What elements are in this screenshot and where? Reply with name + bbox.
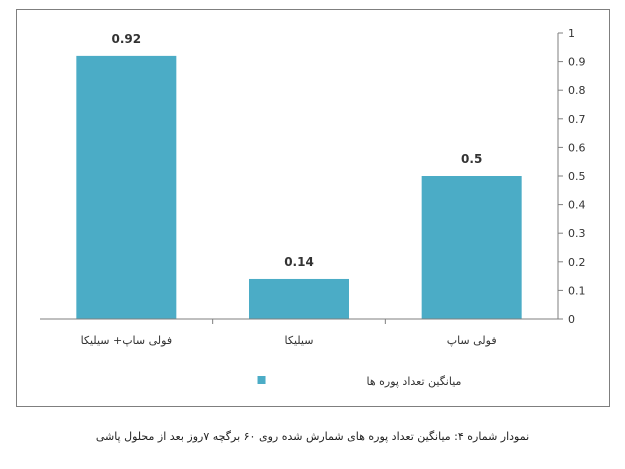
y-tick-label-10: 1 bbox=[568, 27, 575, 40]
y-tick-label-9: 0.9 bbox=[568, 56, 586, 69]
y-tick-label-1: 0.1 bbox=[568, 284, 586, 297]
y-tick-label-6: 0.6 bbox=[568, 141, 586, 154]
legend-label: میانگین تعداد پوره ها bbox=[366, 375, 461, 388]
bar-2 bbox=[421, 176, 522, 319]
y-tick-label-5: 0.5 bbox=[568, 170, 586, 183]
category-label-1: سیلیکا bbox=[285, 334, 314, 347]
legend-swatch bbox=[257, 376, 266, 384]
figure-caption: نمودار شماره ۴: میانگین تعداد پوره های ش… bbox=[95, 430, 530, 443]
data-label-2: 0.5 bbox=[461, 152, 482, 166]
y-tick-label-2: 0.2 bbox=[568, 256, 586, 269]
y-tick-label-0: 0 bbox=[568, 313, 575, 326]
y-tick-label-8: 0.8 bbox=[568, 84, 586, 97]
category-label-2: فولی ساپ bbox=[447, 334, 497, 347]
data-label-1: 0.14 bbox=[284, 255, 314, 269]
y-tick-label-3: 0.3 bbox=[568, 227, 586, 240]
bar-0 bbox=[76, 55, 177, 319]
y-tick-label-7: 0.7 bbox=[568, 113, 586, 126]
y-tick-label-4: 0.4 bbox=[568, 199, 586, 212]
category-label-0: فولی ساپ+ سیلیکا bbox=[81, 334, 173, 347]
bar-1 bbox=[249, 278, 349, 319]
data-label-0: 0.92 bbox=[112, 32, 142, 46]
